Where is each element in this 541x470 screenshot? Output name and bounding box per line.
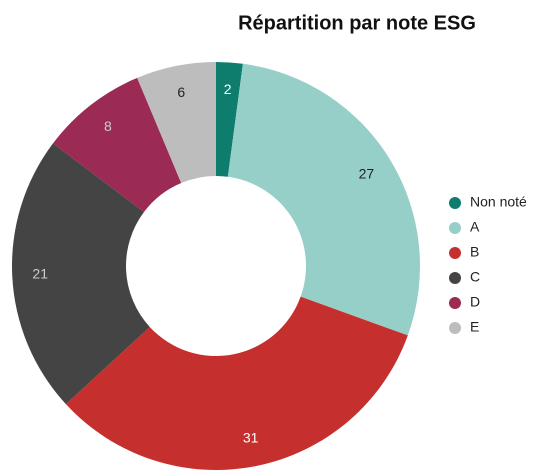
donut-slice — [65, 296, 408, 470]
donut-slice — [216, 62, 243, 177]
legend-label: A — [470, 219, 480, 235]
slice-label: 31 — [243, 429, 259, 445]
legend-swatch — [449, 272, 461, 284]
donut-slice — [137, 62, 216, 183]
legend-label: C — [470, 269, 480, 285]
chart-title: Répartition par note ESG — [238, 12, 476, 34]
slice-label: 6 — [177, 84, 185, 100]
legend-swatch — [449, 197, 461, 209]
legend-swatch — [449, 297, 461, 309]
legend-swatch — [449, 247, 461, 259]
donut-slice — [227, 63, 421, 336]
donut-slice — [52, 77, 182, 212]
legend-label: Non noté — [470, 194, 527, 210]
slice-label: 2 — [224, 81, 232, 97]
slice-label: 8 — [104, 118, 112, 134]
slice-label: 21 — [32, 265, 48, 281]
legend-swatch — [449, 222, 461, 234]
legend-label: B — [470, 244, 479, 260]
donut-slice — [11, 143, 150, 405]
slice-label: 27 — [359, 165, 375, 181]
legend-swatch — [449, 322, 461, 334]
legend-label: E — [470, 319, 479, 335]
legend-label: D — [470, 294, 480, 310]
